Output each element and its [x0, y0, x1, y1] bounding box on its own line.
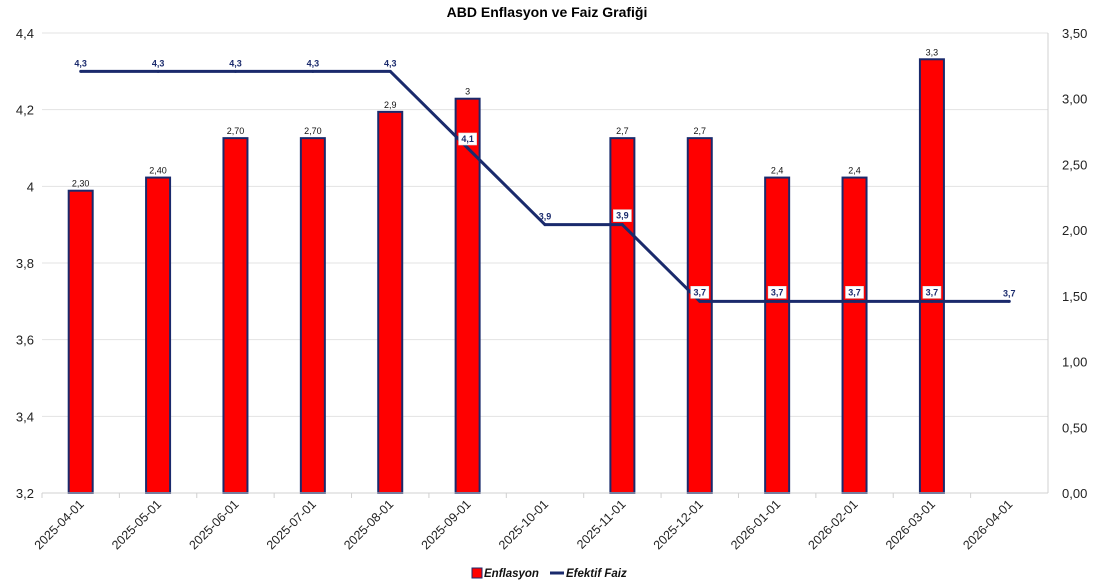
- left-axis-tick-label: 3,6: [16, 333, 34, 348]
- legend-label-enflasyon: Enflasyon: [484, 568, 539, 580]
- bar-data-label: 3: [465, 87, 470, 97]
- line-point: [775, 299, 779, 303]
- line-point: [853, 299, 857, 303]
- line-point: [698, 299, 702, 303]
- bar: [67, 189, 94, 494]
- grid: [42, 32, 1048, 494]
- line-point: [930, 299, 934, 303]
- bar: [299, 137, 326, 494]
- line-series: [79, 69, 1011, 303]
- right-axis-tick-label: 2,50: [1062, 157, 1087, 172]
- line-data-label: 4,1: [461, 134, 474, 144]
- bar: [686, 137, 713, 494]
- legend-label-efektif-faiz: Efektif Faiz: [566, 568, 627, 580]
- left-axis-tick-label: 3,2: [16, 486, 34, 501]
- bar-data-label: 2,4: [848, 166, 861, 176]
- right-axis-tick-label: 3,50: [1062, 26, 1087, 41]
- bar-data-label: 2,7: [616, 126, 629, 136]
- bar-data-label: 2,7: [694, 126, 707, 136]
- bar-data-label: 3,3: [926, 47, 939, 57]
- x-tick-label: 2025-09-01: [419, 497, 474, 552]
- left-axis-tick-label: 4,2: [16, 103, 34, 118]
- line-data-label-box: [458, 132, 477, 146]
- right-axis-tick-label: 0,50: [1062, 420, 1087, 435]
- line-data-label-box: [922, 286, 942, 299]
- x-tick-label: 2026-02-01: [806, 497, 861, 552]
- bar: [145, 176, 172, 494]
- right-axis-tick-label: 3,00: [1062, 92, 1087, 107]
- x-tick-label: 2025-10-01: [496, 497, 551, 552]
- x-tick-label: 2025-04-01: [32, 497, 87, 552]
- bar-data-label: 2,40: [149, 166, 167, 176]
- x-tick-label: 2025-05-01: [109, 497, 164, 552]
- line-data-label-box: [845, 286, 864, 299]
- line-point: [156, 69, 160, 73]
- left-axis-tick-label: 3,8: [16, 256, 34, 271]
- legend-swatch-enflasyon: [471, 567, 483, 579]
- line-data-label: 3,7: [771, 287, 784, 297]
- bar: [222, 137, 249, 494]
- right-axis-tick-label: 1,50: [1062, 289, 1087, 304]
- data-labels: 2,30 2,40 2,70 2,70 2,9 3 2,7 2,7 2,4 2,4 3,3 4,3 4,…: [72, 47, 1016, 299]
- bar: [377, 110, 404, 494]
- x-tick-label: 2025-06-01: [186, 497, 241, 552]
- line-point: [543, 223, 547, 227]
- line-point: [466, 146, 470, 150]
- x-tick-label: 2025-11-01: [574, 497, 628, 551]
- line-data-label: 4,3: [307, 58, 320, 68]
- left-axis-tick-label: 4: [27, 179, 34, 194]
- right-axis-tick-label: 0,00: [1062, 486, 1087, 501]
- x-tick-label: 2025-07-01: [264, 497, 319, 552]
- line-data-label: 3,7: [694, 287, 707, 297]
- line-point: [1007, 299, 1011, 303]
- bar: [918, 58, 945, 495]
- line-point: [311, 69, 315, 73]
- right-axis-tick-label: 2,00: [1062, 223, 1087, 238]
- line-data-label: 4,3: [74, 58, 87, 68]
- left-axis-tick-label: 3,4: [16, 409, 34, 424]
- x-tick-label: 2025-08-01: [341, 497, 396, 552]
- chart-title: ABD Enflasyon ve Faiz Grafiği: [447, 4, 648, 20]
- left-axis-tick-label: 4,4: [16, 26, 34, 41]
- x-tick-label: 2026-03-01: [883, 497, 938, 552]
- line-data-label: 3,9: [616, 211, 629, 221]
- line-data-label: 3,7: [1003, 288, 1016, 298]
- bar: [841, 176, 868, 494]
- line-point: [620, 223, 624, 227]
- line-data-label: 4,3: [152, 58, 165, 68]
- line-data-label-box: [690, 286, 710, 299]
- bar: [609, 137, 636, 494]
- bar-data-label: 2,70: [227, 126, 245, 136]
- bar-data-label: 2,4: [771, 166, 784, 176]
- line-data-label-box: [613, 209, 632, 222]
- line-data-label: 4,3: [384, 58, 397, 68]
- line-data-label: 3,9: [539, 212, 552, 222]
- x-tick-label: 2026-01-01: [728, 497, 783, 552]
- right-axis-tick-label: 1,00: [1062, 355, 1087, 370]
- line-data-label-box: [767, 286, 787, 299]
- line-point: [79, 69, 83, 73]
- bar-data-label: 2,70: [304, 126, 322, 136]
- line-data-label: 3,7: [926, 287, 939, 297]
- bar-data-label: 2,9: [384, 100, 397, 110]
- line-point: [233, 69, 237, 73]
- line-data-label: 4,3: [229, 58, 242, 68]
- bar-series: [67, 58, 945, 495]
- legend: Enflasyon Efektif Faiz: [471, 567, 627, 580]
- x-tick-label: 2026-04-01: [960, 497, 1015, 552]
- x-tick-label: 2025-12-01: [651, 497, 706, 552]
- bar: [764, 176, 791, 494]
- line-point: [388, 69, 392, 73]
- bar-data-label: 2,30: [72, 179, 90, 189]
- line-data-label: 3,7: [848, 287, 861, 297]
